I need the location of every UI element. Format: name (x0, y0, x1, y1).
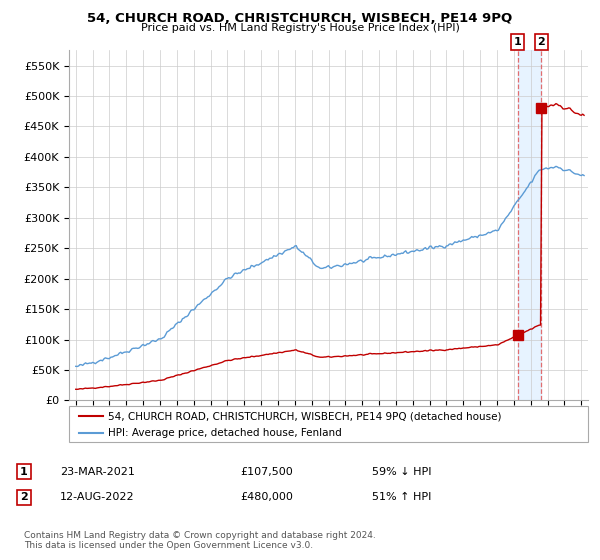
FancyBboxPatch shape (69, 406, 588, 442)
Text: 1: 1 (514, 37, 521, 47)
Text: 59% ↓ HPI: 59% ↓ HPI (372, 466, 431, 477)
Text: 54, CHURCH ROAD, CHRISTCHURCH, WISBECH, PE14 9PQ: 54, CHURCH ROAD, CHRISTCHURCH, WISBECH, … (88, 12, 512, 25)
Text: £480,000: £480,000 (240, 492, 293, 502)
Text: 2: 2 (537, 37, 545, 47)
Text: £107,500: £107,500 (240, 466, 293, 477)
Text: 2: 2 (20, 492, 28, 502)
Text: Price paid vs. HM Land Registry's House Price Index (HPI): Price paid vs. HM Land Registry's House … (140, 23, 460, 33)
Text: 51% ↑ HPI: 51% ↑ HPI (372, 492, 431, 502)
Text: 1: 1 (20, 466, 28, 477)
Text: Contains HM Land Registry data © Crown copyright and database right 2024.
This d: Contains HM Land Registry data © Crown c… (24, 531, 376, 550)
Text: 23-MAR-2021: 23-MAR-2021 (60, 466, 135, 477)
Bar (518, 50, 541, 400)
Text: 54, CHURCH ROAD, CHRISTCHURCH, WISBECH, PE14 9PQ (detached house): 54, CHURCH ROAD, CHRISTCHURCH, WISBECH, … (108, 411, 502, 421)
Text: HPI: Average price, detached house, Fenland: HPI: Average price, detached house, Fenl… (108, 428, 341, 438)
Text: 12-AUG-2022: 12-AUG-2022 (60, 492, 134, 502)
